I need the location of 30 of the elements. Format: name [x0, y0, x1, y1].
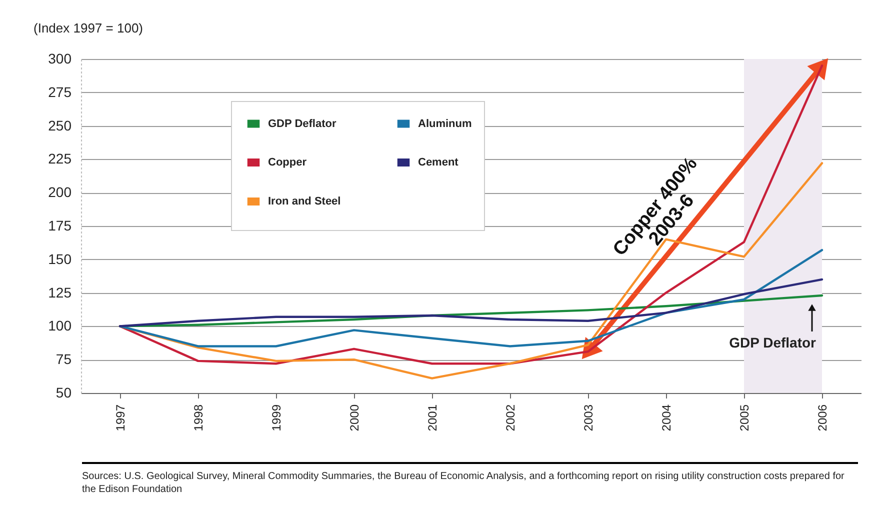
x-tick-label: 2001 [426, 404, 440, 432]
y-tick-label: 125 [48, 284, 72, 300]
x-tick-label: 2002 [504, 404, 518, 432]
y-tick-label: 175 [48, 218, 72, 234]
y-tick-label: 275 [48, 84, 72, 100]
y-tick-label: 250 [48, 117, 72, 134]
annotation: GDP Deflator [729, 334, 817, 350]
legend-label: Cement [418, 156, 459, 168]
source-note: Sources: U.S. Geological Survey, Mineral Commodity Summaries, the Bureau of Economic Analysis, and a forthcoming report on rising utility construction costs prepared for the Edison Foundation [82, 462, 858, 496]
legend-label: Aluminum [418, 118, 472, 130]
legend-label: Copper [268, 156, 308, 168]
y-tick-label: 225 [48, 150, 72, 167]
x-tick-label: 1998 [192, 404, 206, 432]
line-series [118, 278, 824, 328]
x-tick-label: 2005 [738, 404, 752, 432]
y-tick-label: 300 [48, 50, 72, 66]
y-axis-title: (Index 1997 = 100) [34, 20, 143, 36]
x-tick-label: 2003 [582, 404, 596, 432]
x-tick-label: 2000 [348, 404, 362, 432]
x-tick-label: 1997 [114, 404, 128, 432]
x-tick-label: 1999 [270, 404, 284, 432]
y-tick-label: 150 [48, 250, 72, 267]
legend-label: Iron and Steel [268, 196, 341, 208]
x-tick-label: 2004 [660, 404, 674, 432]
x-tick-label: 2006 [816, 404, 830, 432]
y-tick-label: 100 [48, 318, 72, 334]
y-tick-label: 50 [56, 384, 72, 400]
y-tick-label: 200 [48, 184, 72, 200]
y-tick-label: 75 [56, 351, 72, 368]
legend-label: GDP Deflator [268, 118, 337, 130]
